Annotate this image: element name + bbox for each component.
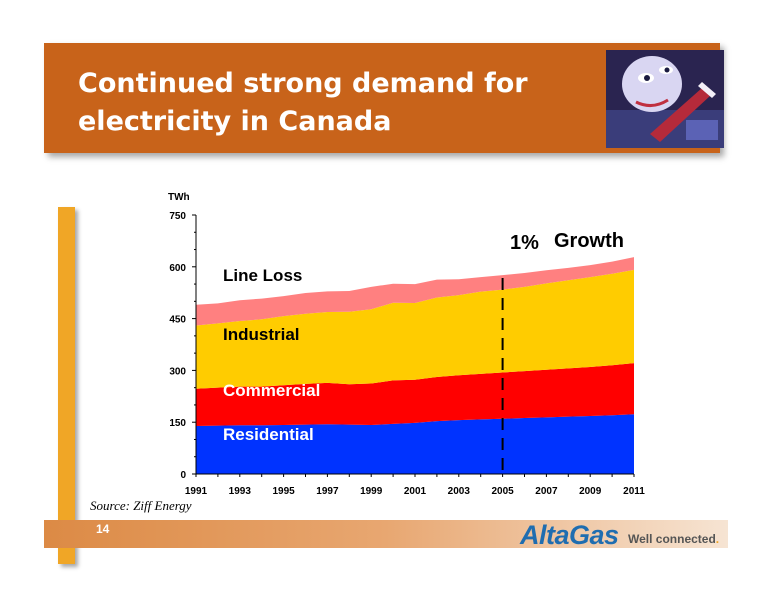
x-tick-label: 2007 [535,486,558,497]
source-note: Source: Ziff Energy [90,498,192,513]
x-tick-label: 2005 [491,486,514,497]
y-unit-label: TWh [168,192,190,203]
title-bar: Continued strong demand for electricity … [44,43,724,153]
accent-bar [58,207,75,564]
x-tick-label: 1995 [272,486,295,497]
area-industrial [196,269,634,389]
area-residential [196,414,634,474]
photo-image [606,50,724,148]
x-tick-label: 1991 [185,486,208,497]
altagas-logo: AltaGas Well connected. [520,520,719,551]
logo-tagline: Well connected. [628,532,719,546]
logo-tagline-text: Well connected [628,532,716,546]
growth-rate-label: 1% [510,232,539,254]
x-tick-label: 2003 [448,486,471,497]
y-tick-label: 150 [169,418,186,429]
label-line-loss: Line Loss [223,266,302,285]
label-industrial: Industrial [223,325,300,344]
logo-tagline-dot: . [715,532,720,546]
x-tick-label: 1999 [360,486,383,497]
area-line-loss [196,257,634,326]
label-residential: Residential [223,425,314,444]
y-tick-label: 450 [169,315,186,326]
area-commercial [196,363,634,426]
y-tick-label: 600 [169,263,186,274]
x-tick-label: 1997 [316,486,339,497]
slide-title: Continued strong demand for electricity … [78,68,528,137]
x-tick-label: 2009 [579,486,602,497]
label-commercial: Commercial [223,381,320,400]
logo-wordmark: AltaGas [520,520,619,550]
x-tick-label: 1993 [229,486,252,497]
y-tick-label: 0 [180,470,186,481]
y-tick-label: 300 [169,366,186,377]
x-tick-label: 2001 [404,486,427,497]
x-tick-label: 2011 [623,486,645,497]
footer-band [44,520,728,548]
y-tick-label: 750 [169,211,186,222]
growth-text-label: Growth [554,230,624,252]
page-number: 14 [96,522,110,536]
